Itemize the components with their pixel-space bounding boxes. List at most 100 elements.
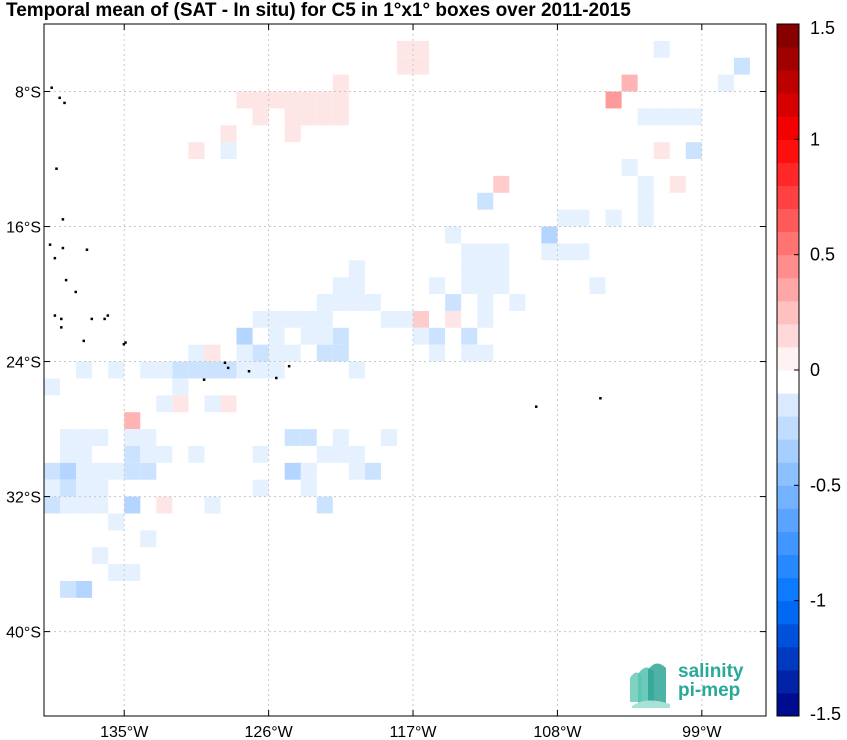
heatmap-cell (268, 344, 285, 362)
heatmap-cell (124, 462, 141, 480)
heatmap-cell (733, 57, 750, 75)
colorbar-segment (777, 93, 799, 117)
heatmap-cell (236, 344, 253, 362)
heatmap-cell (140, 361, 157, 379)
heatmap-cell (445, 294, 462, 311)
heatmap-cell (204, 361, 221, 379)
heatmap-cell (236, 327, 253, 345)
island-land (60, 317, 63, 321)
heatmap-cell (332, 327, 349, 345)
x-tick-label: 108°W (533, 724, 582, 740)
colorbar-tick-label: -1 (810, 591, 826, 611)
heatmap-cell (493, 175, 510, 193)
heatmap-cell (60, 496, 77, 514)
heatmap-cell (268, 91, 285, 109)
x-tick-label: 135°W (100, 724, 149, 740)
colorbar-segment (777, 208, 799, 233)
land-layer (48, 86, 602, 408)
heatmap-cell (60, 580, 77, 598)
logo-text-pimep: pi-mep (678, 680, 741, 701)
heatmap-cell (236, 91, 253, 109)
heatmap-cell (653, 142, 670, 160)
heatmap-cell (76, 580, 93, 598)
chart-title: Temporal mean of (SAT - In situ) for C5 … (6, 0, 631, 21)
colorbar-segment (777, 231, 799, 256)
heatmap-cell (364, 462, 381, 480)
heatmap-cell (300, 310, 317, 328)
heatmap-cell (429, 277, 446, 295)
heatmap-cell (76, 462, 93, 480)
colorbar-segment (777, 70, 799, 94)
heatmap-cell (509, 294, 526, 311)
heatmap-cell (252, 344, 269, 362)
y-axis-ticks: 8°S 16°S 24°S 32°S 40°S (6, 85, 766, 642)
island-land (61, 218, 65, 221)
heatmap-cell (477, 344, 494, 362)
heatmap-cell (348, 294, 365, 311)
heatmap-cell (348, 462, 365, 480)
heatmap-cell (92, 429, 109, 446)
heatmap-cell (396, 310, 414, 328)
heatmap-cell (92, 462, 109, 480)
heatmap-cell (140, 445, 157, 463)
plot-frame (43, 23, 767, 717)
heatmap-cell (300, 479, 317, 497)
heatmap-cell (413, 40, 430, 58)
x-tick-label: 126°W (245, 724, 294, 740)
colorbar-segment (777, 300, 799, 325)
island-land (202, 378, 206, 381)
heatmap-cell (252, 310, 269, 328)
colorbar-segment (777, 508, 799, 532)
heatmap-cell (316, 496, 333, 514)
island-land (50, 86, 53, 89)
heatmap-cell (332, 108, 349, 126)
heatmap-cell (380, 310, 397, 328)
island-land (48, 243, 52, 246)
island-land (223, 361, 227, 365)
heatmap-cell (348, 260, 365, 278)
heatmap-cell (284, 429, 301, 446)
colorbar-tick-label: -1.5 (810, 704, 841, 724)
heatmap-cell (204, 344, 221, 362)
heatmap-cell (605, 209, 622, 227)
heatmap-cell (172, 378, 189, 396)
y-tick-label: 24°S (6, 355, 41, 372)
colorbar-tick-label: 0.5 (810, 245, 835, 265)
heatmap-cell (477, 192, 494, 210)
heatmap-cell (653, 40, 670, 58)
heatmap-cell (284, 125, 301, 143)
heatmap-cell (332, 277, 349, 295)
y-tick-label: 32°S (6, 490, 41, 507)
logo-text-salinity: salinity (678, 661, 744, 682)
heatmap-cell (268, 361, 285, 379)
island-land (60, 326, 63, 329)
island-land (53, 256, 57, 260)
heatmap-cell (637, 175, 654, 193)
heatmap-cell (669, 108, 686, 126)
heatmap-cell (60, 445, 77, 463)
heatmap-cell (220, 125, 237, 143)
heatmap-cell (461, 327, 478, 345)
heatmap-cell (252, 479, 269, 497)
heatmap-cell (252, 91, 269, 109)
island-land (58, 96, 61, 100)
heatmap-cell (60, 429, 77, 446)
heatmap-cell (92, 547, 109, 565)
island-land (287, 364, 291, 368)
colorbar-segment (777, 323, 799, 348)
heatmap-cell (284, 310, 301, 328)
colorbar-segment (777, 393, 799, 417)
colorbar-segment (777, 277, 799, 302)
heatmap-cell (300, 91, 317, 109)
heatmap-cell (44, 479, 61, 497)
heatmap-cell (92, 496, 109, 514)
heatmap-cell (156, 361, 173, 379)
colorbar-segment (777, 462, 799, 486)
colorbar-segment (777, 692, 799, 717)
heatmap-cell (108, 513, 125, 531)
colorbar-tick-label: 0 (810, 360, 820, 380)
wave-logo-icon (630, 663, 670, 708)
colorbar-tick-label: 1 (810, 129, 820, 149)
heatmap-cell (477, 277, 494, 295)
island-land (534, 405, 538, 408)
